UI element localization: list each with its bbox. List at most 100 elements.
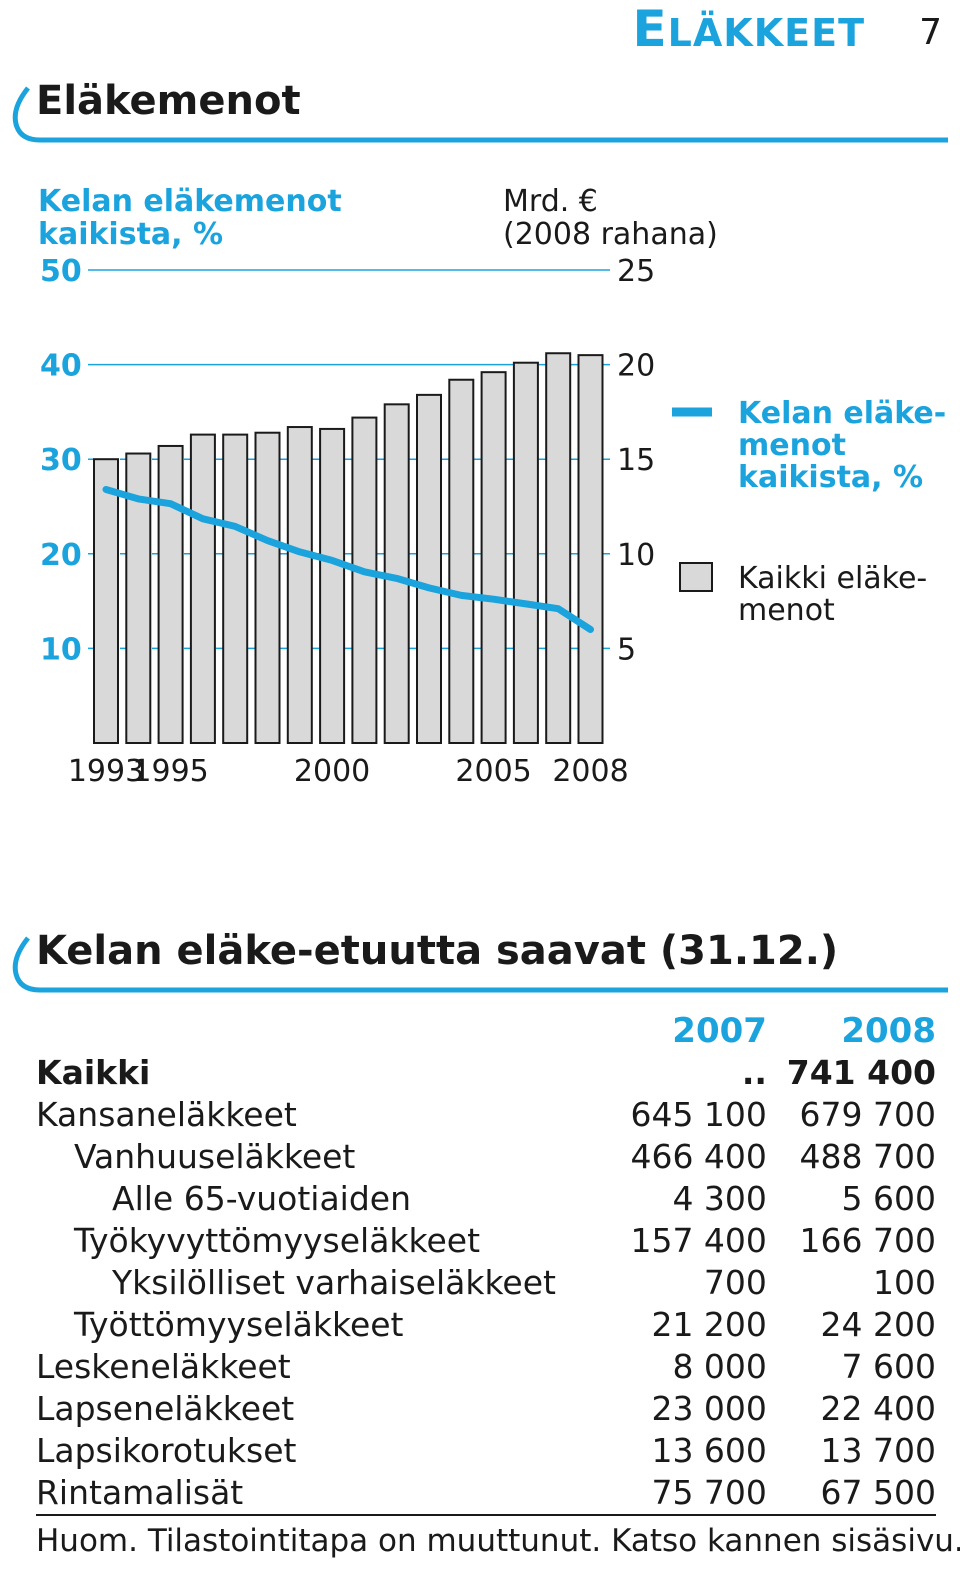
row-label: Lapsikorotukset <box>36 1431 297 1470</box>
row-label: Lapseneläkkeet <box>36 1389 295 1428</box>
line-point <box>265 538 270 544</box>
row-label: Vanhuuseläkkeet <box>74 1137 356 1176</box>
left-tick-label: 30 <box>40 443 82 478</box>
line-point <box>297 549 303 555</box>
bar <box>319 427 346 744</box>
line-point <box>588 626 593 632</box>
row-value-2007: 75 700 <box>620 1472 767 1516</box>
row-label: Leskeneläkkeet <box>36 1347 291 1386</box>
line-point <box>361 569 367 575</box>
legend-line-label: kaikista, % <box>738 460 923 495</box>
row-value-2008: 679 700 <box>799 1095 936 1134</box>
legend-bar-label: Kaikki eläke- <box>738 561 927 596</box>
bar <box>286 426 313 744</box>
left-axis-title-line1: Kelan eläkemenot <box>38 184 342 219</box>
row-value-2007: 4 300 <box>672 1179 767 1218</box>
line-point <box>168 501 174 507</box>
bar <box>416 393 442 744</box>
table-header-2008: 2008 <box>841 1011 936 1051</box>
row-value-2008: 166 700 <box>799 1221 936 1260</box>
row-value-2007: 700 <box>703 1263 767 1302</box>
table-row: Vanhuuseläkkeet 466 400 488 700 <box>36 1136 936 1178</box>
table-row: Lapsikorotukset 13 600 13 700 <box>36 1430 936 1472</box>
table-row: Lapseneläkkeet 23 000 22 400 <box>36 1388 936 1430</box>
left-tick-label: 50 <box>40 254 82 289</box>
section-rule-1 <box>12 86 948 143</box>
table-header-label <box>36 1010 620 1052</box>
legend-line-label: Kelan eläke- <box>738 396 946 431</box>
section-title-elakemenot: Eläkemenot <box>36 78 301 124</box>
x-tick-label: 1993 <box>68 754 144 789</box>
row-value-2007: 21 200 <box>651 1305 767 1344</box>
line-point <box>232 523 238 529</box>
line-point <box>200 516 206 522</box>
bar <box>254 431 281 744</box>
footnote: Huom. Tilastointitapa on muuttunut. Kats… <box>36 1523 960 1559</box>
left-axis-title-line2: kaikista, % <box>38 217 223 252</box>
kela-share-line <box>102 486 594 633</box>
legend-bar-label: menot <box>738 593 835 628</box>
right-axis-title-line1: Mrd. € <box>503 184 598 219</box>
x-tick-label: 2000 <box>294 754 370 789</box>
right-tick-label: 20 <box>617 349 655 384</box>
table-header-row: 2007 2008 <box>36 1010 936 1052</box>
legend-line-label: menot <box>738 428 846 463</box>
chapter-title: ELÄKKEET <box>632 0 865 58</box>
left-tick-label: 20 <box>40 538 82 573</box>
row-value-2008: 13 700 <box>820 1431 936 1470</box>
row-label: Alle 65-vuotiaiden <box>112 1179 412 1218</box>
right-axis-title-line2: (2008 rahana) <box>503 217 718 252</box>
line-point <box>426 585 432 591</box>
table-row: Alle 65-vuotiaiden 4 300 5 600 <box>36 1178 936 1220</box>
line-point <box>491 596 497 602</box>
bar <box>480 371 507 744</box>
table-row: Työttömyyseläkkeet 21 200 24 200 <box>36 1304 936 1346</box>
legend-bar-swatch <box>679 562 713 592</box>
row-label: Työkyvyttömyyseläkkeet <box>74 1221 481 1260</box>
x-tick-label: 1995 <box>132 754 208 789</box>
row-label: Rintamalisät <box>36 1472 621 1516</box>
row-value-2007: 8 000 <box>672 1347 767 1386</box>
table-row: Kaikki .. 741 400 <box>36 1052 936 1094</box>
line-point <box>394 575 400 581</box>
bar <box>93 458 119 744</box>
section-title-recipients: Kelan eläke-etuutta saavat (31.12.) <box>36 928 839 974</box>
row-value-2007: 23 000 <box>651 1389 767 1428</box>
line-point <box>458 592 464 598</box>
recipients-table: 2007 2008 Kaikki .. 741 400 Kansaneläkke… <box>36 1010 936 1516</box>
row-label: Yksilölliset varhaiseläkkeet <box>112 1263 556 1302</box>
right-tick-label: 25 <box>617 254 655 289</box>
row-value-2008: 100 <box>873 1263 936 1302</box>
row-value-2007: 13 600 <box>651 1431 767 1470</box>
row-value-2007: 466 400 <box>630 1137 767 1176</box>
table-row: Kansaneläkkeet 645 100 679 700 <box>36 1094 936 1136</box>
bar <box>448 378 475 744</box>
line-point <box>135 496 141 502</box>
bar <box>157 444 184 744</box>
table-header-2007: 2007 <box>672 1011 767 1051</box>
bar <box>351 416 378 745</box>
right-tick-label: 5 <box>617 632 636 667</box>
right-tick-label: 15 <box>617 443 655 478</box>
line-point <box>103 486 109 492</box>
bar <box>545 352 572 745</box>
row-value-2008: 5 600 <box>841 1179 936 1218</box>
row-label: Kansaneläkkeet <box>36 1095 297 1134</box>
left-tick-label: 10 <box>40 632 82 667</box>
x-tick-label: 2008 <box>552 754 628 789</box>
bar <box>512 361 539 744</box>
row-value-2008: 67 500 <box>766 1472 936 1516</box>
line-point <box>555 606 561 612</box>
table-row: Rintamalisät 75 700 67 500 <box>36 1472 936 1516</box>
right-tick-label: 10 <box>617 538 655 573</box>
row-value-2008: 24 200 <box>820 1305 936 1344</box>
table-row: Työkyvyttömyyseläkkeet 157 400 166 700 <box>36 1220 936 1262</box>
left-tick-label: 40 <box>40 349 82 384</box>
row-label: Työttömyyseläkkeet <box>74 1305 404 1344</box>
row-value-2008: 741 400 <box>786 1053 936 1092</box>
x-tick-label: 2005 <box>455 754 531 789</box>
bar <box>222 433 249 744</box>
row-value-2008: 7 600 <box>841 1347 936 1386</box>
chapter-title-initial: E <box>632 0 668 58</box>
bar <box>189 433 216 744</box>
